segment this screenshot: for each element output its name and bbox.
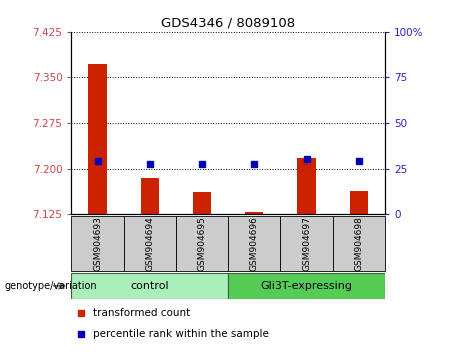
Bar bbox=[71, 216, 124, 271]
Text: GSM904695: GSM904695 bbox=[198, 216, 207, 271]
Bar bbox=[176, 216, 228, 271]
Text: GSM904694: GSM904694 bbox=[145, 216, 154, 271]
Text: genotype/variation: genotype/variation bbox=[5, 281, 97, 291]
Bar bbox=[89, 64, 106, 214]
Bar bbox=[280, 216, 333, 271]
Bar bbox=[228, 273, 385, 299]
Bar bbox=[193, 192, 211, 214]
Text: GSM904697: GSM904697 bbox=[302, 216, 311, 271]
Bar bbox=[228, 216, 280, 271]
Text: GSM904693: GSM904693 bbox=[93, 216, 102, 271]
Text: percentile rank within the sample: percentile rank within the sample bbox=[94, 329, 269, 339]
Bar bbox=[124, 216, 176, 271]
Text: GSM904696: GSM904696 bbox=[250, 216, 259, 271]
Bar bbox=[333, 216, 385, 271]
Text: GSM904698: GSM904698 bbox=[355, 216, 363, 271]
Bar bbox=[245, 212, 264, 214]
Bar bbox=[141, 178, 159, 214]
Title: GDS4346 / 8089108: GDS4346 / 8089108 bbox=[161, 16, 295, 29]
Bar bbox=[71, 273, 228, 299]
Bar bbox=[349, 191, 368, 214]
Text: Gli3T-expressing: Gli3T-expressing bbox=[260, 281, 353, 291]
Bar bbox=[297, 158, 316, 214]
Text: transformed count: transformed count bbox=[94, 308, 191, 318]
Text: control: control bbox=[130, 281, 169, 291]
